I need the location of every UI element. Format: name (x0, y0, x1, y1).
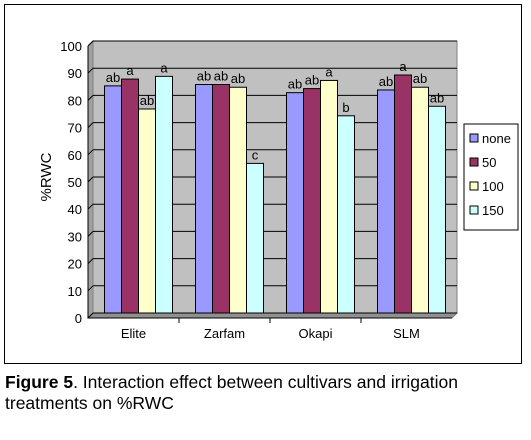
bar-elite-none (104, 85, 122, 314)
y-tick-label: 90 (68, 66, 82, 81)
legend-label-100: 100 (482, 179, 504, 194)
y-tick-label: 100 (60, 39, 82, 54)
gridline-side (87, 203, 94, 210)
bar-significance-label: ab (413, 71, 427, 86)
bar-significance-label: ab (231, 71, 245, 86)
legend-label-none: none (482, 131, 511, 146)
bar-significance-label: ab (305, 73, 319, 88)
bar-significance-label: a (160, 60, 168, 75)
y-tick-label: 70 (68, 121, 82, 136)
gridline-side (87, 312, 94, 319)
legend-swatch-150 (469, 205, 479, 215)
legend-swatch-100 (469, 181, 479, 191)
bar-zarfam-none (195, 84, 213, 314)
bar-significance-label: ab (214, 69, 228, 84)
gridline-side (87, 40, 94, 47)
bar-okapi-50 (303, 88, 321, 314)
y-tick-label: 0 (75, 311, 82, 326)
gridline-side (87, 149, 94, 156)
bar-significance-label: a (126, 63, 134, 78)
x-category-label: Zarfam (204, 326, 245, 341)
bar-okapi-none (286, 92, 304, 314)
legend-swatch-50 (469, 157, 479, 167)
bar-significance-label: c (252, 147, 259, 162)
gridline-side (87, 258, 94, 264)
gridline-side (87, 67, 94, 74)
y-axis-title: %RWC (38, 152, 55, 201)
caption-lead: Figure 5 (5, 372, 74, 392)
bar-significance-label: ab (140, 93, 154, 108)
bar-significance-label: a (325, 64, 333, 79)
y-tick-label: 10 (68, 284, 82, 299)
gridline-side (87, 176, 94, 183)
x-category-label: Elite (121, 326, 146, 341)
legend-swatch-none (469, 133, 479, 143)
gridline-side (87, 231, 94, 237)
legend-label-50: 50 (482, 155, 496, 170)
y-tick-label: 20 (68, 257, 82, 272)
bar-slm-100 (411, 86, 429, 314)
y-tick-label: 50 (68, 175, 82, 190)
bar-elite-100 (138, 108, 156, 314)
bar-significance-label: ab (197, 69, 211, 84)
figure-caption: Figure 5. Interaction effect between cul… (5, 372, 525, 414)
y-tick-label: 40 (68, 202, 82, 217)
bar-slm-none (377, 89, 395, 314)
bar-significance-label: a (399, 59, 407, 74)
bar-slm-50 (394, 74, 412, 314)
y-tick-label: 80 (68, 93, 82, 108)
bar-okapi-100 (320, 79, 338, 314)
bar-elite-150 (155, 75, 173, 314)
bar-okapi-150 (337, 115, 355, 314)
bar-zarfam-150 (246, 162, 264, 314)
y-tick-label: 30 (68, 229, 82, 244)
bar-significance-label: b (342, 100, 349, 115)
bar-slm-150 (428, 105, 446, 314)
x-category-label: SLM (393, 326, 420, 341)
x-category-label: Okapi (299, 326, 333, 341)
bar-significance-label: ab (430, 90, 444, 105)
bar-significance-label: ab (106, 70, 120, 85)
bar-elite-50 (121, 78, 139, 314)
gridline-side (87, 122, 94, 128)
gridline-side (87, 95, 94, 101)
legend-label-150: 150 (482, 203, 504, 218)
bar-zarfam-50 (212, 84, 230, 314)
bar-significance-label: ab (288, 77, 302, 92)
gridline-side (87, 285, 94, 292)
caption-text: . Interaction effect between cultivars a… (5, 372, 458, 413)
y-tick-label: 60 (68, 148, 82, 163)
bar-significance-label: ab (379, 74, 393, 89)
chart-frame: 0 10 20 30 40 50 60 70 80 90 100 ab a ab a Elite ab ab ab c… (4, 4, 522, 364)
bar-zarfam-100 (229, 86, 247, 314)
plot-floor (86, 312, 459, 319)
